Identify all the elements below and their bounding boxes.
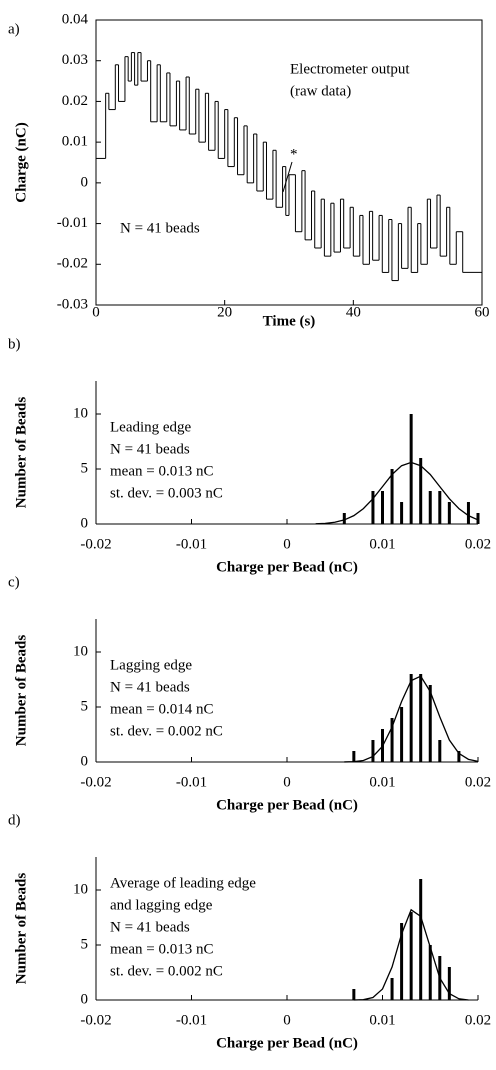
x-axis-label: Time (s) (263, 313, 316, 329)
x-tick-label: 0 (92, 304, 100, 320)
annotation: mean = 0.014 nC (110, 701, 213, 717)
x-tick-label: 0.02 (465, 536, 491, 552)
panel-label: a) (8, 21, 20, 37)
x-tick-label: -0.01 (176, 536, 207, 552)
fit-curve (344, 675, 479, 763)
bar (352, 751, 356, 762)
panel-label: b) (8, 336, 21, 352)
bar (390, 978, 394, 1000)
bar (447, 967, 451, 1000)
annotation: Leading edge (110, 419, 192, 435)
bar (419, 879, 423, 1000)
x-tick-label: 20 (217, 304, 232, 320)
y-tick-label: 5 (81, 698, 89, 714)
annotation: Electrometer output (290, 61, 410, 77)
y-tick-label: 5 (81, 936, 89, 952)
y-tick-label: 0.02 (62, 93, 88, 109)
bar (438, 491, 442, 524)
x-tick-label: 0 (283, 536, 291, 552)
y-tick-label: 0 (81, 753, 89, 769)
bar (390, 469, 394, 524)
x-tick-label: -0.01 (176, 1012, 207, 1028)
y-tick-label: -0.02 (57, 256, 88, 272)
x-tick-label: -0.02 (80, 774, 111, 790)
annotation: N = 41 beads (110, 441, 190, 457)
annotation: st. dev. = 0.002 nC (110, 723, 223, 739)
bar (438, 740, 442, 762)
y-tick-label: 0.04 (62, 11, 89, 27)
x-tick-label: 0.02 (465, 1012, 491, 1028)
bar (400, 707, 404, 762)
y-axis-label: Number of Beads (13, 397, 29, 509)
panel-label: d) (8, 812, 21, 828)
annotation: N = 41 beads (110, 679, 190, 695)
annotation: st. dev. = 0.003 nC (110, 485, 223, 501)
bar (400, 923, 404, 1000)
pointer (282, 161, 293, 193)
x-tick-label: 0 (283, 1012, 291, 1028)
y-tick-label: 10 (73, 405, 88, 421)
x-tick-label: -0.02 (80, 1012, 111, 1028)
x-tick-label: 0 (283, 774, 291, 790)
annotation: N = 41 beads (110, 919, 190, 935)
x-axis-label: Charge per Bead (nC) (216, 1035, 358, 1051)
y-tick-label: -0.03 (57, 296, 88, 312)
bar (428, 491, 432, 524)
x-tick-label: -0.01 (176, 774, 207, 790)
y-tick-label: 10 (73, 881, 88, 897)
bar (409, 674, 413, 762)
bar (476, 513, 480, 524)
bar (428, 945, 432, 1000)
annotation: * (290, 146, 298, 162)
bar (466, 502, 470, 524)
y-tick-label: 0 (81, 991, 89, 1007)
y-axis-label: Charge (nC) (13, 122, 29, 202)
y-tick-label: 0.01 (62, 134, 88, 150)
y-tick-label: 5 (81, 460, 89, 476)
bar (447, 502, 451, 524)
annotation: st. dev. = 0.002 nC (110, 963, 223, 979)
annotation: N = 41 beads (120, 220, 200, 236)
bar (457, 751, 461, 762)
annotation: mean = 0.013 nC (110, 463, 213, 479)
x-tick-label: 40 (346, 304, 361, 320)
bar (342, 513, 346, 524)
x-tick-label: 0.02 (465, 774, 491, 790)
bar (409, 912, 413, 1000)
y-tick-label: 10 (73, 643, 88, 659)
panel-label: c) (8, 574, 20, 590)
y-axis-label: Number of Beads (13, 873, 29, 985)
bar (419, 458, 423, 524)
y-axis-label: Number of Beads (13, 635, 29, 747)
bar (400, 502, 404, 524)
bar (390, 718, 394, 762)
y-tick-label: 0 (81, 174, 89, 190)
fit-curve (353, 908, 469, 1001)
bar (371, 491, 375, 524)
annotation: mean = 0.013 nC (110, 941, 213, 957)
plot-frame (95, 19, 483, 306)
x-tick-label: 0.01 (369, 774, 395, 790)
fit-curve (315, 461, 479, 525)
annotation: and lagging edge (110, 897, 213, 913)
bar (409, 414, 413, 524)
x-axis-label: Charge per Bead (nC) (216, 797, 358, 813)
annotation: Average of leading edge (110, 875, 256, 891)
bar (428, 685, 432, 762)
x-tick-label: 0.01 (369, 536, 395, 552)
x-tick-label: -0.02 (80, 536, 111, 552)
x-tick-label: 60 (475, 304, 490, 320)
y-tick-label: 0.03 (62, 52, 88, 68)
annotation: (raw data) (290, 83, 351, 99)
x-axis-label: Charge per Bead (nC) (216, 559, 358, 575)
bar (419, 674, 423, 762)
y-tick-label: -0.01 (57, 215, 88, 231)
bar (371, 740, 375, 762)
y-tick-label: 0 (81, 515, 89, 531)
bar (381, 491, 384, 524)
x-tick-label: 0.01 (369, 1012, 395, 1028)
bar (352, 989, 356, 1000)
annotation: Lagging edge (110, 657, 192, 673)
